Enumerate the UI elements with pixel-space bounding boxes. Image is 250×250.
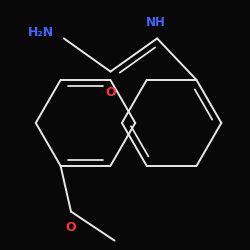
Text: H₂N: H₂N [28, 26, 54, 39]
Text: O: O [66, 221, 76, 234]
Text: O: O [105, 86, 116, 99]
Text: NH: NH [146, 16, 166, 29]
